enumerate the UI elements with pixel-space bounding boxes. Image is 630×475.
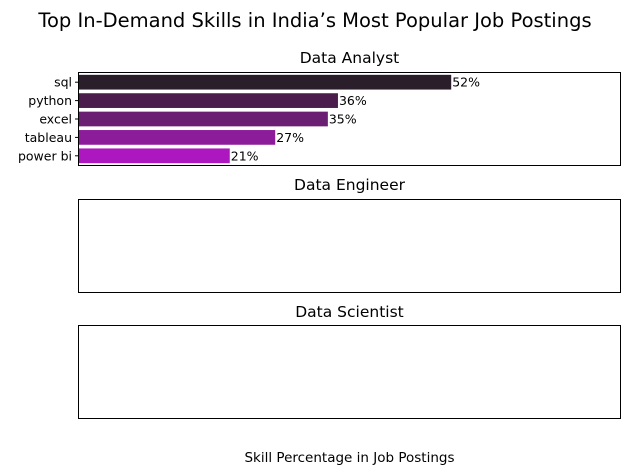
bar [79, 111, 328, 127]
bar-group: sql 52% python 36% excel 35% tableau 27% power b… [18, 75, 480, 164]
figure-title: Top In-Demand Skills in India’s Most Pop… [37, 9, 591, 32]
bar [79, 74, 452, 90]
y-tick-label: sql [54, 75, 72, 90]
data-label: 52% [452, 75, 480, 90]
bar [79, 93, 338, 108]
axes-frame [78, 72, 621, 166]
data-label: 36% [339, 93, 367, 108]
x-axis-label: Skill Percentage in Job Postings [244, 450, 454, 466]
panel-data-engineer: Data Engineer [78, 176, 621, 293]
y-tick-label: power bi [18, 148, 72, 163]
y-tick-label: excel [39, 112, 72, 127]
data-label: 27% [276, 130, 304, 145]
panel-data-scientist: Data Scientist [78, 303, 621, 419]
bar [79, 148, 230, 164]
panel-title: Data Engineer [294, 176, 406, 194]
data-label: 35% [329, 112, 357, 127]
axes-frame [78, 325, 621, 419]
axes-frame [78, 199, 621, 293]
bar [79, 130, 276, 145]
panel-title: Data Analyst [300, 49, 400, 67]
y-tick-label: python [28, 93, 72, 108]
y-tick-label: tableau [25, 130, 72, 145]
panel-title: Data Scientist [295, 303, 404, 321]
panel-data-analyst: Data Analyst sql 52% python 36% excel 35% tabl… [18, 49, 621, 166]
data-label: 21% [231, 148, 259, 163]
